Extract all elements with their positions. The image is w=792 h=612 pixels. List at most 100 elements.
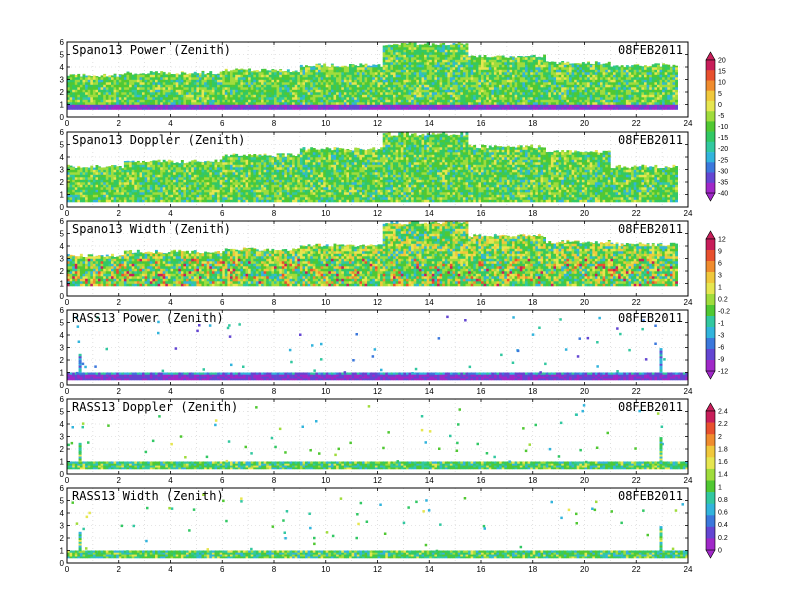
colorbar-swatch <box>706 131 715 143</box>
heatmap-cell <box>672 92 676 95</box>
heatmap-cell <box>468 79 471 83</box>
heatmap-cell <box>139 82 143 85</box>
heatmap-cell <box>284 79 288 83</box>
heatmap-cell <box>574 72 578 75</box>
heatmap-cell <box>429 87 433 90</box>
heatmap-cell <box>667 104 671 108</box>
heatmap-cell <box>302 74 306 78</box>
heatmap-cell <box>359 69 363 73</box>
colorbar-label: -15 <box>718 135 728 142</box>
heatmap-cell <box>232 94 236 98</box>
heatmap-cell <box>382 45 386 48</box>
heatmap-cell <box>462 59 466 63</box>
heatmap-cell <box>209 99 213 103</box>
heatmap-cell <box>571 89 575 93</box>
heatmap-cell <box>672 79 676 83</box>
heatmap-cell <box>442 84 446 88</box>
heatmap-cell <box>281 71 285 73</box>
heatmap-cell <box>473 64 477 68</box>
heatmap-cell <box>349 92 352 95</box>
heatmap-cell <box>131 99 135 103</box>
heatmap-cell <box>103 197 107 200</box>
heatmap-cell <box>289 102 293 105</box>
heatmap-cell <box>434 77 438 80</box>
heatmap-cell <box>338 69 342 73</box>
heatmap-cell <box>74 75 78 78</box>
heatmap-cell <box>535 99 539 103</box>
heatmap-cell <box>437 64 440 68</box>
heatmap-cell <box>230 99 233 103</box>
heatmap-cell <box>343 72 347 75</box>
heatmap-cell <box>136 99 140 103</box>
heatmap-cell <box>659 97 663 100</box>
heatmap-cell <box>587 79 590 83</box>
heatmap-cell <box>406 84 409 88</box>
heatmap-cell <box>600 77 603 80</box>
heatmap-cell <box>390 82 394 85</box>
heatmap-cell <box>201 104 205 108</box>
heatmap-cell <box>204 79 207 83</box>
heatmap-cell <box>92 184 96 188</box>
heatmap-cell <box>475 87 479 90</box>
heatmap-cell <box>173 87 176 90</box>
heatmap-cell <box>312 99 316 103</box>
heatmap-cell <box>121 172 125 175</box>
heatmap-cell <box>610 107 614 110</box>
heatmap-cell <box>250 72 254 75</box>
heatmap-cell <box>393 43 396 45</box>
heatmap-cell <box>224 87 228 90</box>
heatmap-cell <box>651 84 655 88</box>
heatmap-cell <box>406 74 409 78</box>
heatmap-cell <box>380 69 383 73</box>
heatmap-cell <box>131 172 135 175</box>
heatmap-cell <box>395 92 399 95</box>
heatmap-cell <box>400 92 404 95</box>
heatmap-cell <box>569 72 572 75</box>
heatmap-cell <box>579 102 583 105</box>
heatmap-cell <box>248 77 251 80</box>
heatmap-cell <box>87 99 91 103</box>
heatmap-cell <box>504 89 508 93</box>
heatmap-cell <box>354 92 358 95</box>
heatmap-cell <box>442 74 446 78</box>
heatmap-cell <box>481 102 484 105</box>
heatmap-cell <box>638 87 642 90</box>
heatmap-cell <box>431 99 435 103</box>
heatmap-cell <box>193 72 197 75</box>
heatmap-cell <box>413 79 417 83</box>
heatmap-cell <box>343 67 347 70</box>
heatmap-cell <box>631 107 634 110</box>
heatmap-cell <box>144 89 148 93</box>
heatmap-cell <box>618 77 621 80</box>
heatmap-cell <box>82 182 86 185</box>
heatmap-cell <box>669 94 673 98</box>
heatmap-cell <box>408 107 412 110</box>
heatmap-cell <box>431 89 435 93</box>
heatmap-cell <box>307 74 311 78</box>
heatmap-cell <box>204 97 207 100</box>
heatmap-cell <box>618 87 621 90</box>
heatmap-cell <box>426 62 430 65</box>
heatmap-cell <box>312 102 316 105</box>
heatmap-cell <box>118 82 122 85</box>
heatmap-cell <box>199 82 202 85</box>
heatmap-cell <box>356 89 360 93</box>
heatmap-cell <box>447 72 451 75</box>
heatmap-cell <box>411 107 414 110</box>
heatmap-cell <box>90 89 94 93</box>
heatmap-cell <box>439 44 443 48</box>
heatmap-cell <box>126 169 130 173</box>
heatmap-cell <box>535 84 539 88</box>
heatmap-cell <box>351 64 355 65</box>
heatmap-cell <box>535 87 539 90</box>
heatmap-cell <box>108 192 112 195</box>
heatmap-cell <box>333 89 337 93</box>
heatmap-cell <box>496 97 500 100</box>
heatmap-cell <box>364 92 368 95</box>
heatmap-cell <box>584 63 588 65</box>
heatmap-cell <box>574 77 578 80</box>
heatmap-cell <box>188 74 192 78</box>
heatmap-cell <box>310 79 314 83</box>
heatmap-cell <box>447 54 451 58</box>
heatmap-cell <box>95 174 99 178</box>
